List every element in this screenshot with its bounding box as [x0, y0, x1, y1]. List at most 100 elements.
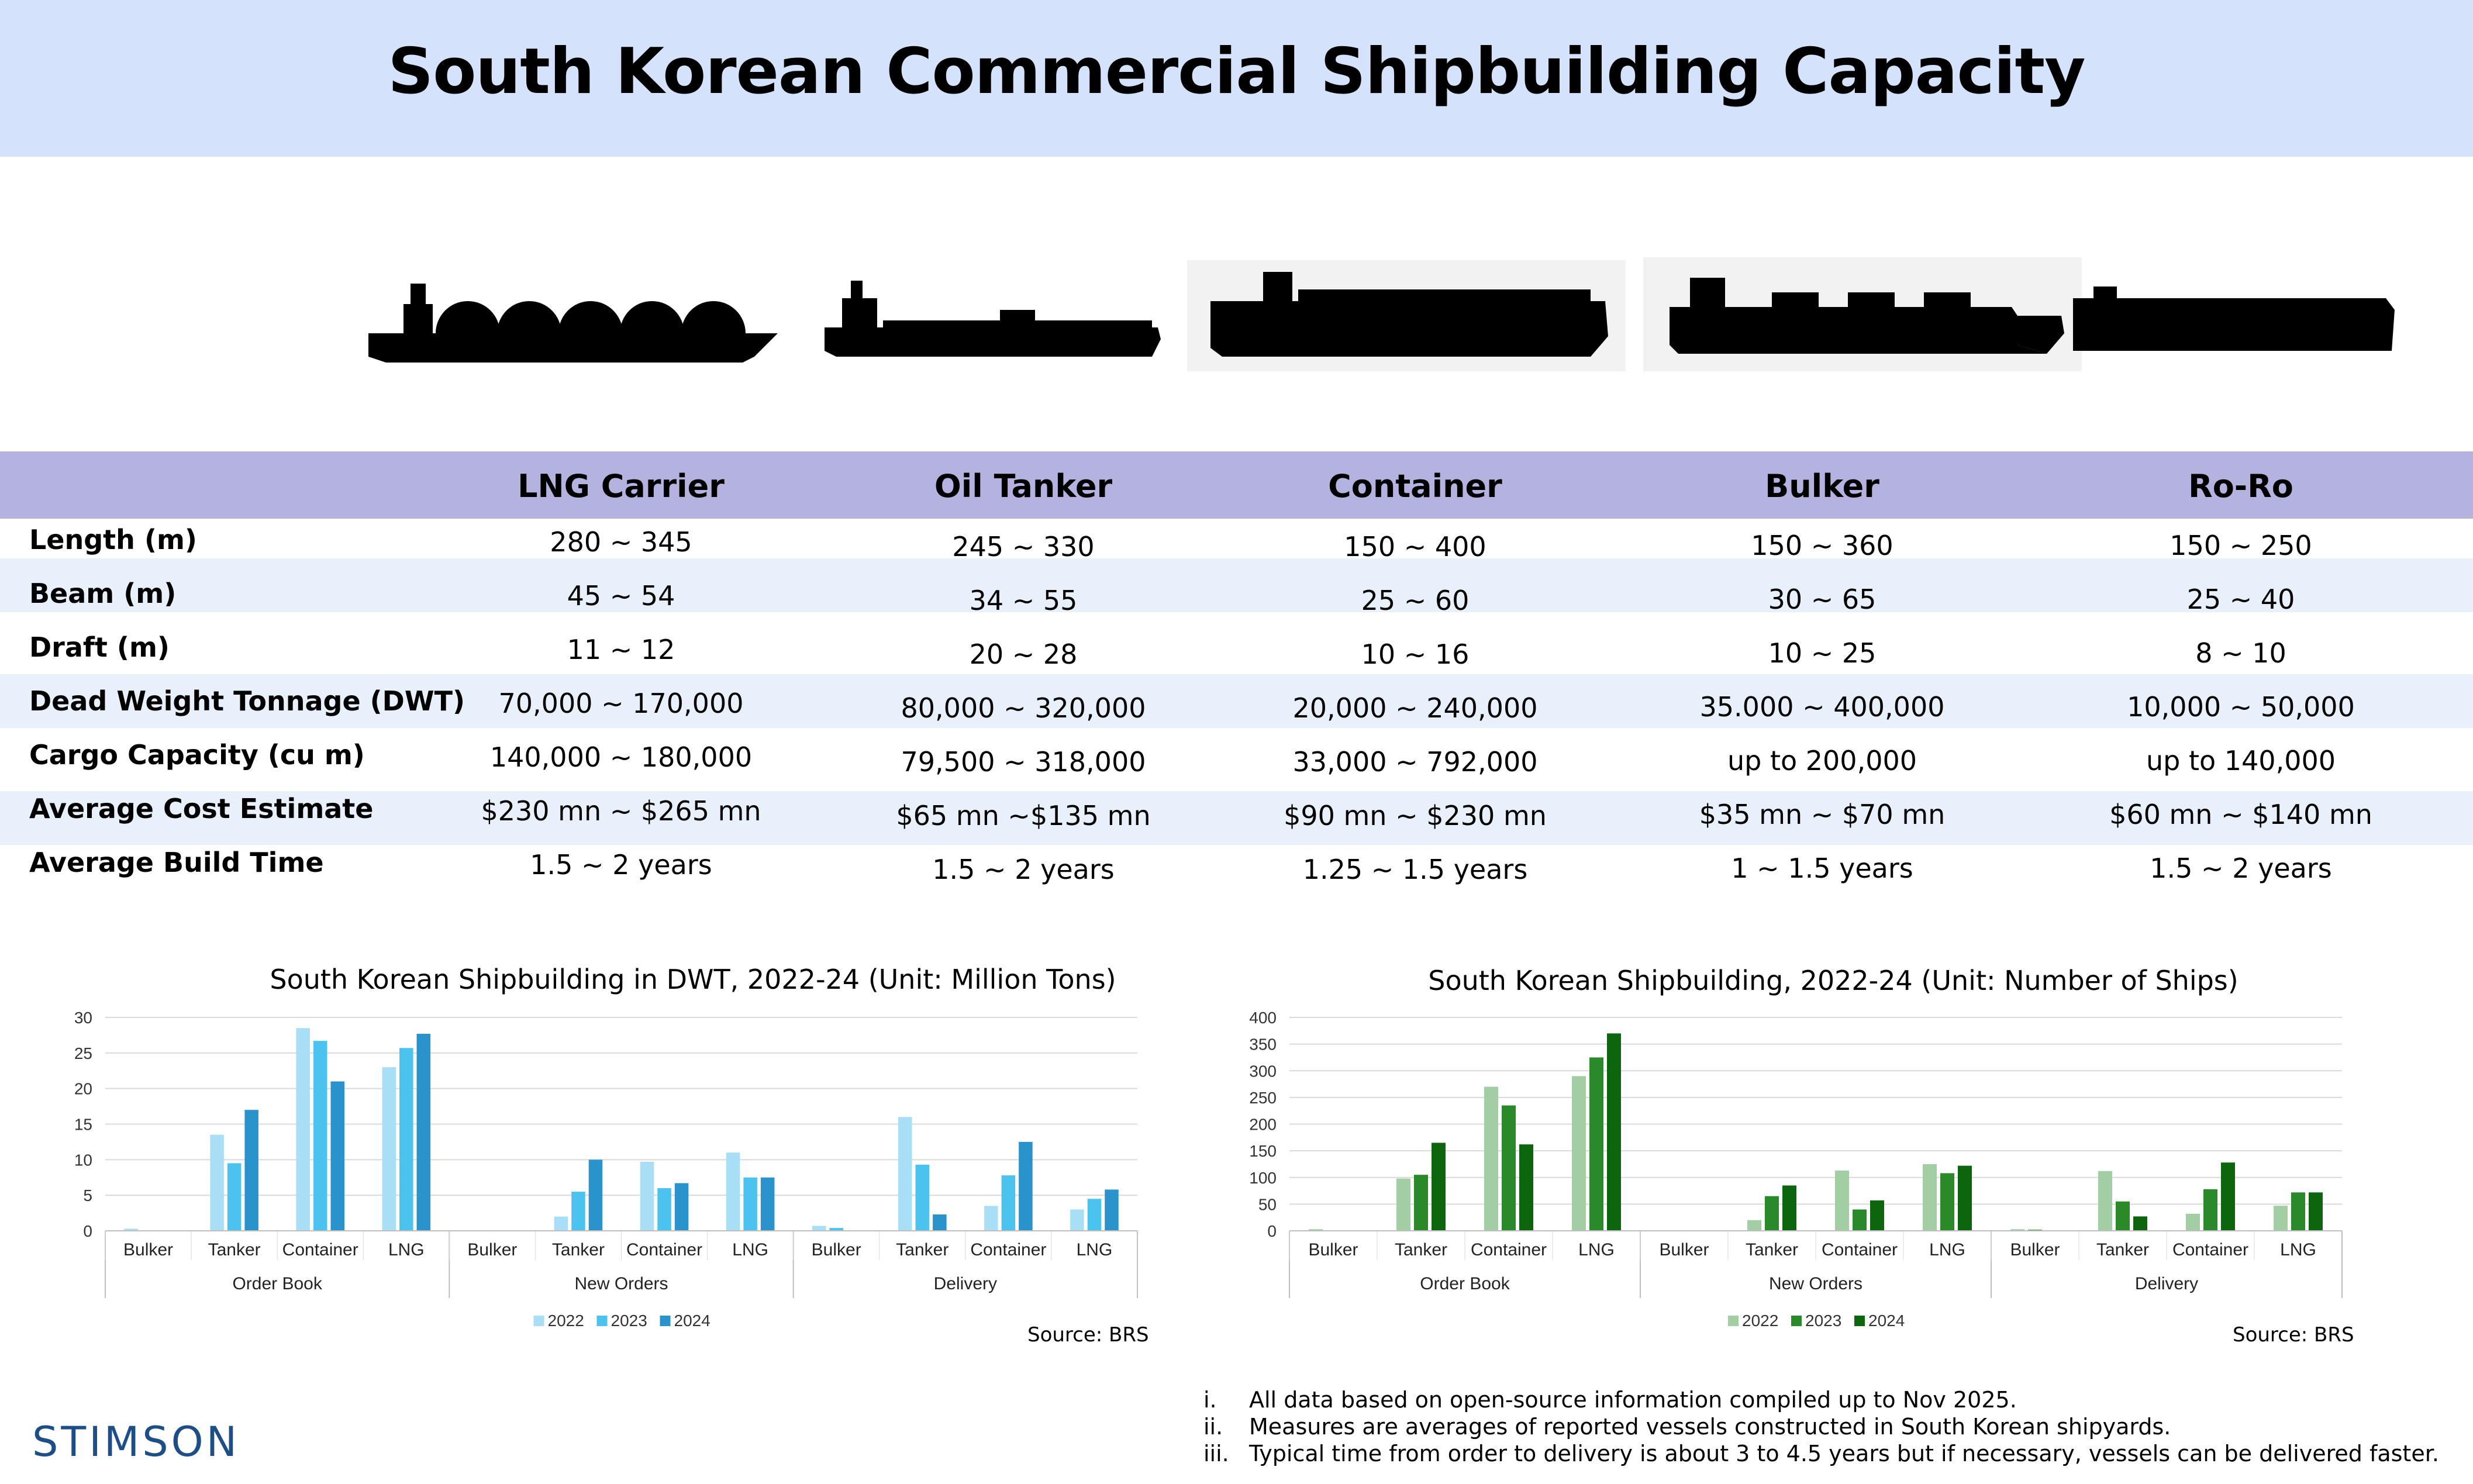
- chart-title-ships: South Korean Shipbuilding, 2022-24 (Unit…: [1428, 965, 2239, 996]
- y-tick-label: 5: [83, 1186, 92, 1205]
- bar: [2186, 1213, 2200, 1231]
- table-cell: 80,000 ~ 320,000: [901, 692, 1146, 724]
- legend-label: 2023: [1805, 1312, 1841, 1330]
- bar: [1923, 1164, 1937, 1231]
- row-label-beam: Beam (m): [29, 578, 177, 609]
- bar: [1958, 1165, 1972, 1231]
- table-cell: $230 mn ~ $265 mn: [481, 795, 761, 827]
- table-cell: $65 mn ~$135 mn: [896, 800, 1151, 831]
- header-banner: [0, 0, 2473, 157]
- legend-swatch: [660, 1316, 671, 1326]
- table-row-background: [0, 558, 2473, 612]
- oil-tanker-icon: [825, 281, 1161, 357]
- bar: [812, 1226, 826, 1231]
- y-tick-label: 400: [1249, 1009, 1277, 1027]
- y-tick-label: 250: [1249, 1089, 1277, 1107]
- x-category-label: Bulker: [467, 1240, 517, 1259]
- bar: [933, 1214, 947, 1231]
- x-category-label: LNG: [2280, 1240, 2316, 1259]
- bar: [1414, 1175, 1428, 1231]
- table-cell: 45 ~ 54: [567, 580, 675, 612]
- x-category-label: Container: [2172, 1240, 2248, 1259]
- bar: [1870, 1200, 1884, 1231]
- bar: [296, 1028, 310, 1231]
- bar: [1001, 1175, 1016, 1231]
- x-category-label: LNG: [1929, 1240, 1965, 1259]
- ships-bar-chart: 0 50 100 150 200 250 300 350 400 Order Book Bulker…: [1249, 1009, 2343, 1330]
- bar: [2221, 1162, 2235, 1231]
- column-header-container: Container: [1328, 468, 1502, 505]
- table-header-row: [0, 451, 2473, 519]
- x-group-label: New Orders: [574, 1274, 668, 1293]
- bar: [2098, 1171, 2112, 1231]
- bar: [244, 1110, 258, 1231]
- lng-carrier-icon: [368, 284, 778, 363]
- x-group-label: Order Book: [1420, 1274, 1510, 1293]
- x-category-label: Container: [282, 1240, 358, 1259]
- bar: [1782, 1185, 1796, 1231]
- bar: [657, 1188, 671, 1231]
- table-cell: 10,000 ~ 50,000: [2127, 691, 2355, 723]
- chart-source-ships: Source: BRS: [2233, 1323, 2354, 1347]
- y-tick-label: 20: [74, 1080, 92, 1098]
- row-label-build-time: Average Build Time: [29, 847, 324, 878]
- bar: [554, 1216, 568, 1231]
- legend-label: 2022: [548, 1312, 584, 1330]
- table-cell: $35 mn ~ $70 mn: [1699, 799, 1946, 830]
- table-cell: 20,000 ~ 240,000: [1292, 692, 1538, 724]
- bar: [2309, 1192, 2323, 1231]
- x-category-label: Bulker: [2010, 1240, 2060, 1259]
- bar: [313, 1041, 327, 1231]
- table-cell: $90 mn ~ $230 mn: [1284, 800, 1547, 831]
- legend-label: 2024: [674, 1312, 710, 1330]
- legend-swatch: [1791, 1316, 1802, 1326]
- x-category-label: Container: [1471, 1240, 1547, 1259]
- legend-label: 2023: [611, 1312, 647, 1330]
- x-category-label: Bulker: [812, 1240, 861, 1259]
- y-tick-label: 350: [1249, 1036, 1277, 1054]
- y-tick-label: 100: [1249, 1169, 1277, 1187]
- table-cell: 245 ~ 330: [952, 531, 1095, 562]
- table-cell: 150 ~ 360: [1751, 530, 1893, 561]
- bar: [2274, 1206, 2288, 1231]
- bar: [124, 1228, 138, 1231]
- chart-source-dwt: Source: BRS: [1027, 1323, 1149, 1347]
- bar: [1853, 1209, 1867, 1231]
- bar: [1396, 1178, 1410, 1231]
- table-cell: 79,500 ~ 318,000: [901, 746, 1146, 778]
- container-ship-icon: [1187, 260, 1626, 371]
- y-tick-label: 25: [74, 1044, 92, 1062]
- bar: [2010, 1229, 2024, 1231]
- table-cell: 30 ~ 65: [1768, 584, 1877, 615]
- bar: [898, 1117, 912, 1231]
- bar: [1940, 1173, 1954, 1231]
- row-label-length: Length (m): [29, 524, 197, 555]
- legend-label: 2024: [1868, 1312, 1905, 1330]
- bar: [2291, 1192, 2305, 1231]
- x-category-label: Tanker: [896, 1240, 948, 1259]
- table-cell: 10 ~ 16: [1361, 639, 1470, 670]
- x-group-label: New Orders: [1769, 1274, 1862, 1293]
- column-header-lng-carrier: LNG Carrier: [518, 468, 725, 505]
- y-tick-label: 0: [83, 1222, 92, 1240]
- chart-title-dwt: South Korean Shipbuilding in DWT, 2022-2…: [270, 964, 1116, 995]
- bar: [2116, 1201, 2130, 1231]
- bar: [760, 1177, 775, 1231]
- legend-swatch: [533, 1316, 544, 1326]
- x-group-label: Delivery: [934, 1274, 997, 1293]
- bar: [588, 1159, 603, 1231]
- bar: [984, 1206, 998, 1231]
- page-title: South Korean Commercial Shipbuilding Cap…: [388, 35, 2085, 108]
- bar: [1607, 1033, 1621, 1231]
- bar: [227, 1163, 242, 1231]
- bar: [330, 1081, 345, 1231]
- y-tick-label: 300: [1249, 1062, 1277, 1080]
- table-row-background: [0, 674, 2473, 728]
- x-category-label: Tanker: [2096, 1240, 2149, 1259]
- bar: [726, 1152, 740, 1231]
- footnote: iii. Typical time from order to delivery …: [1203, 1441, 2439, 1466]
- dwt-bar-chart: 0 5 10 15 20 25 30 Order Book Bulker Tanker Contai…: [74, 1009, 1138, 1330]
- x-category-label: Container: [1822, 1240, 1898, 1259]
- table-cell: $60 mn ~ $140 mn: [2109, 799, 2372, 830]
- table-cell: 25 ~ 40: [2186, 584, 2295, 615]
